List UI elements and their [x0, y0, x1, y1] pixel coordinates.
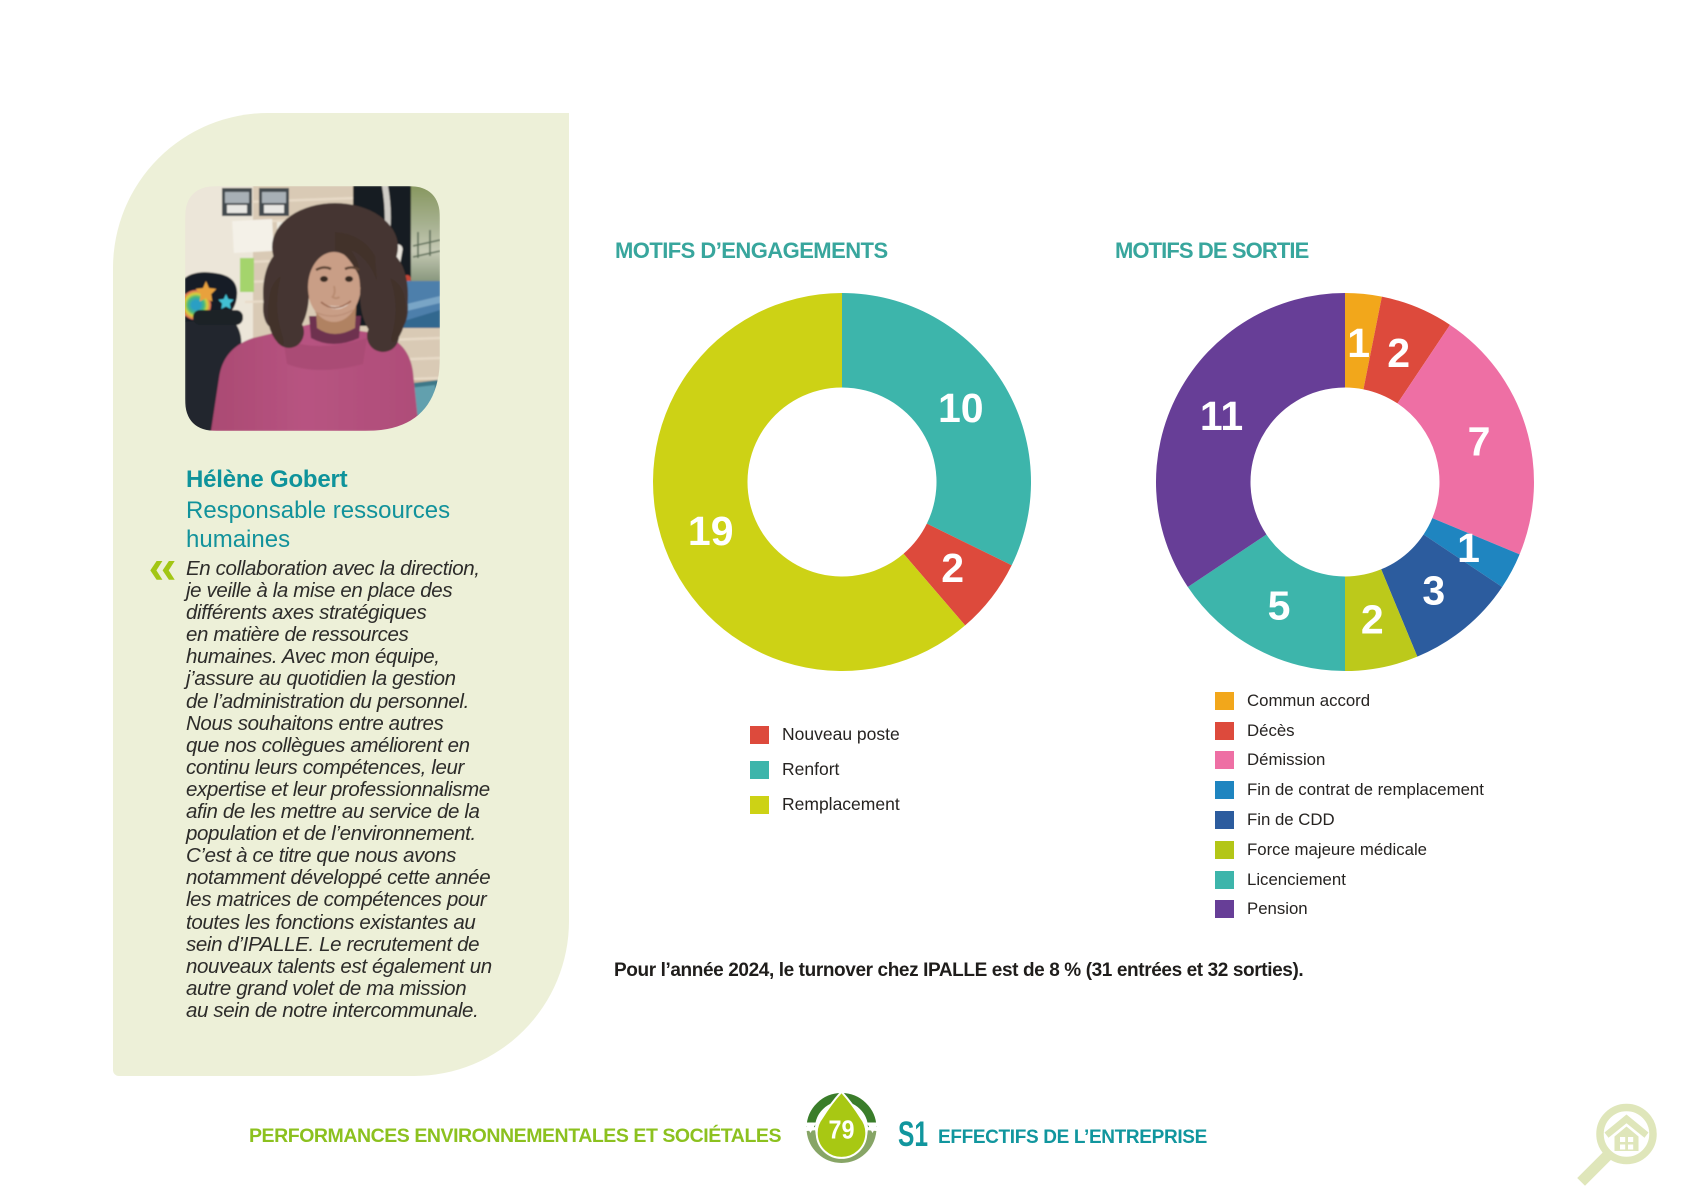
svg-text:1: 1	[1347, 319, 1370, 365]
svg-text:11: 11	[1200, 393, 1243, 439]
svg-text:1: 1	[1457, 525, 1480, 571]
svg-text:2: 2	[1361, 596, 1384, 642]
svg-text:79: 79	[829, 1115, 855, 1145]
svg-text:3: 3	[1422, 567, 1445, 613]
svg-text:2: 2	[1387, 329, 1410, 375]
svg-text:10: 10	[938, 385, 984, 431]
svg-text:7: 7	[1468, 418, 1491, 464]
svg-text:5: 5	[1268, 582, 1291, 628]
svg-text:S1: S1	[898, 1117, 928, 1151]
svg-text:19: 19	[688, 507, 734, 553]
svg-text:2: 2	[941, 544, 964, 590]
